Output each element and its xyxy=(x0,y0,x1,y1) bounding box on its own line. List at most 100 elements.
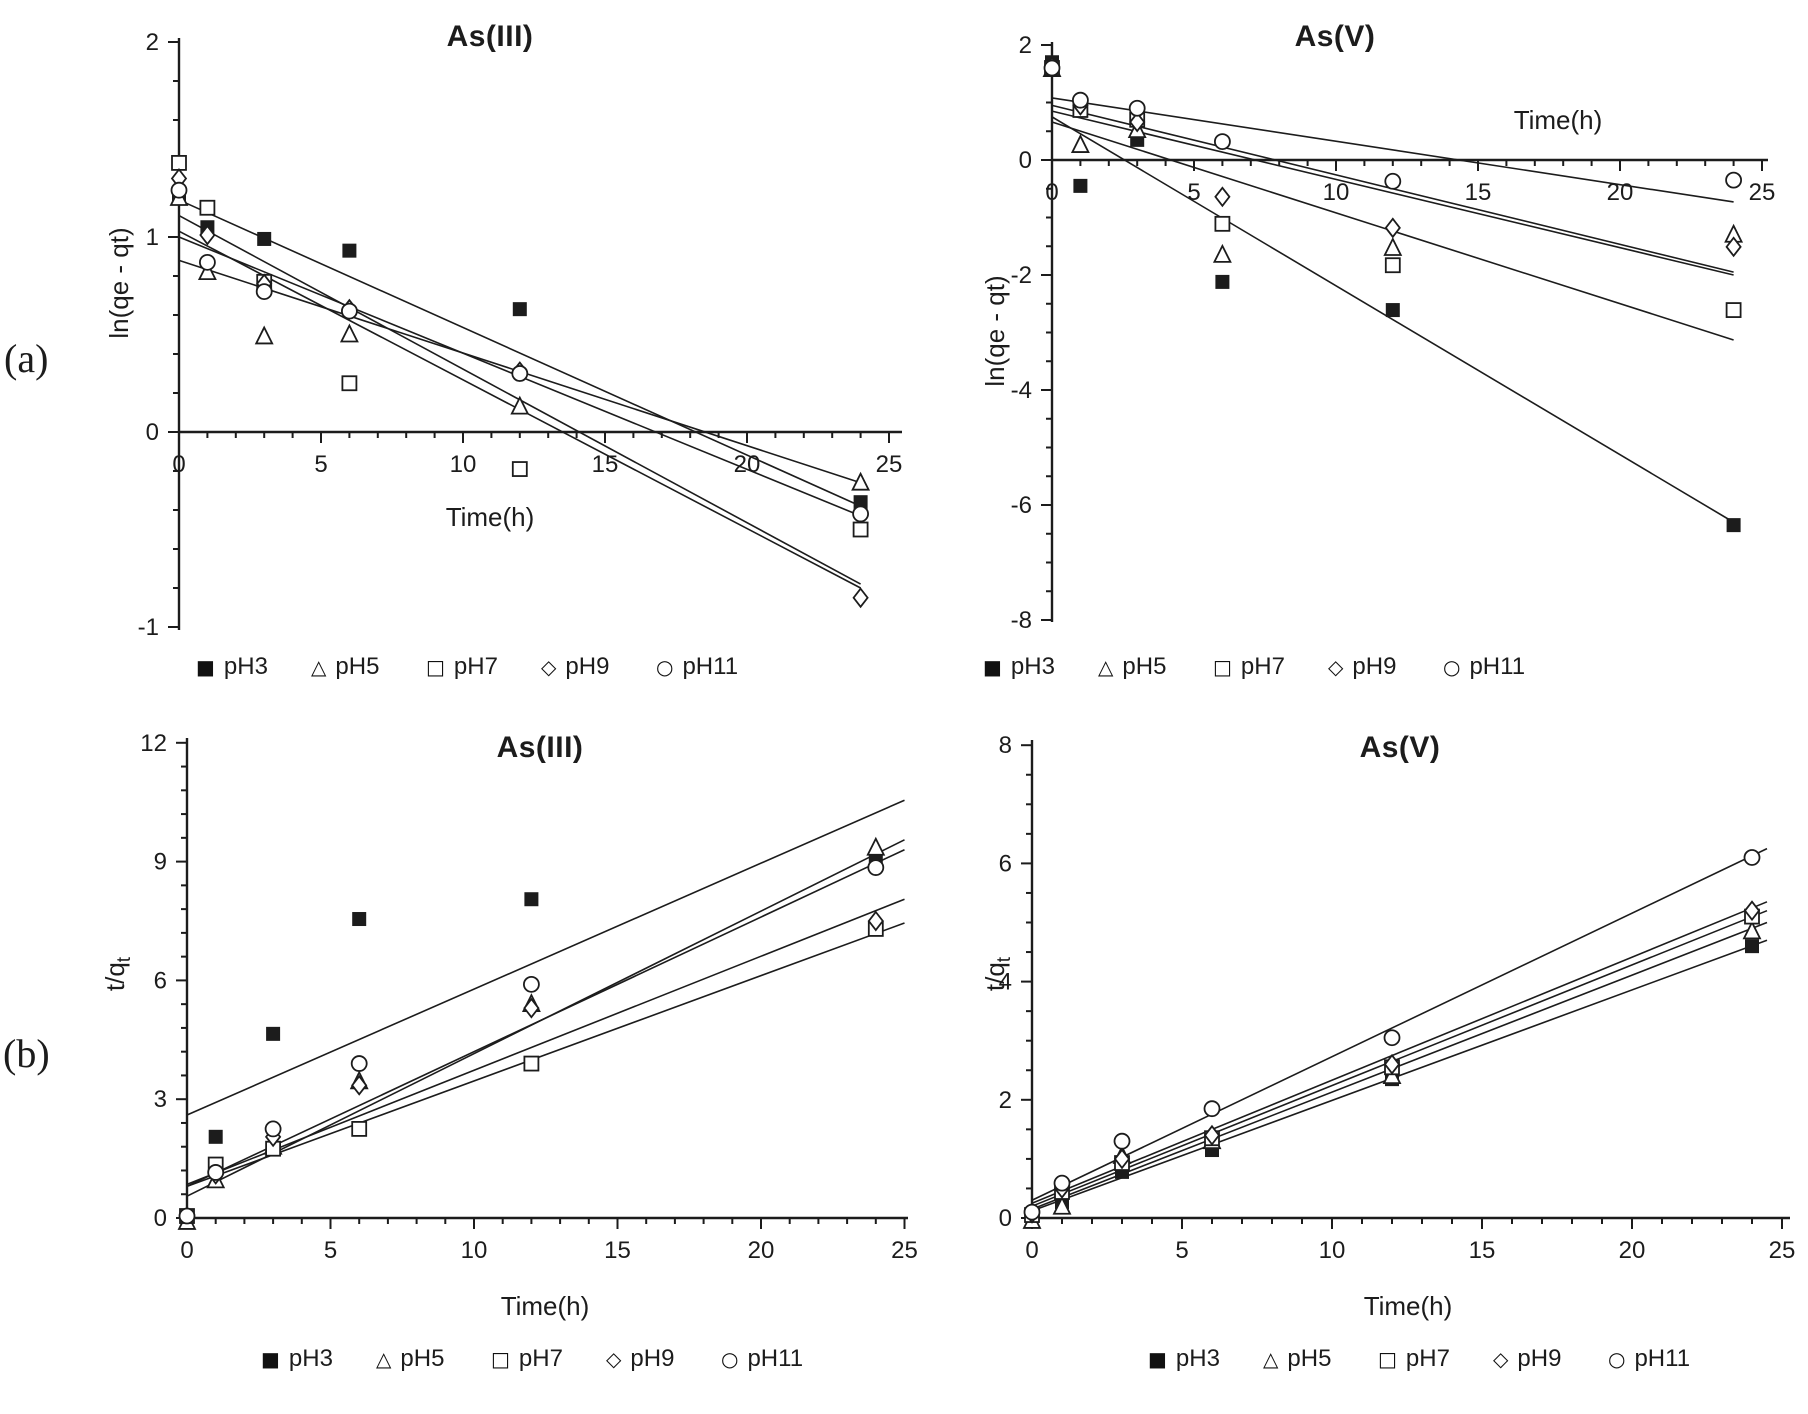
svg-text:20: 20 xyxy=(748,1237,775,1264)
legend-item-ph5: △ pH5 xyxy=(1098,653,1182,681)
svg-text:3: 3 xyxy=(154,1086,167,1113)
svg-text:10: 10 xyxy=(450,451,477,478)
svg-text:15: 15 xyxy=(604,1237,631,1264)
triangle-open-icon: △ xyxy=(376,1347,392,1371)
legend-label: pH3 xyxy=(1010,653,1055,680)
svg-text:25: 25 xyxy=(876,451,903,478)
diamond-open-icon: ◇ xyxy=(606,1347,622,1371)
legend-label: pH7 xyxy=(1405,1345,1450,1372)
circle-open-icon: ○ xyxy=(721,1347,739,1371)
svg-text:9: 9 xyxy=(154,849,167,876)
svg-text:12: 12 xyxy=(140,730,167,757)
legend-as5-first-order: ■ pH3 △ pH5 □ pH7 ◇ pH9 ○ pH11 xyxy=(983,650,1527,684)
legend-label: pH7 xyxy=(453,653,498,680)
legend-item-ph11: ○ pH11 xyxy=(1608,1345,1692,1373)
circle-open-icon: ○ xyxy=(1443,655,1461,679)
legend-label: pH11 xyxy=(682,653,739,680)
chart-title-as3-first-order: As(III) xyxy=(446,20,534,53)
legend-item-ph9: ◇ pH9 xyxy=(606,1345,690,1373)
legend-item-ph9: ◇ pH9 xyxy=(1493,1345,1577,1373)
svg-text:-2: -2 xyxy=(1011,262,1032,289)
panel-label-b: (b) xyxy=(3,1031,50,1076)
diamond-open-icon: ◇ xyxy=(1328,655,1344,679)
square-open-icon: □ xyxy=(426,655,445,679)
svg-text:6: 6 xyxy=(999,850,1012,877)
triangle-open-icon: △ xyxy=(311,655,327,679)
square-open-icon: □ xyxy=(1378,1347,1397,1371)
legend-item-ph5: △ pH5 xyxy=(376,1345,460,1373)
svg-text:15: 15 xyxy=(1465,179,1492,206)
legend-label: pH5 xyxy=(1122,653,1167,680)
circle-open-icon: ○ xyxy=(1608,1347,1626,1371)
triangle-open-icon: △ xyxy=(1263,1347,1279,1371)
legend-item-ph9: ◇ pH9 xyxy=(541,653,625,681)
legend-label: pH11 xyxy=(1469,653,1526,680)
chart-title-as5-first-order: As(V) xyxy=(1294,20,1376,53)
legend-as3-second-order: ■ pH3 △ pH5 □ pH7 ◇ pH9 ○ pH11 xyxy=(261,1342,805,1376)
y-axis-label-as5-second-order: t/qt xyxy=(980,956,1016,992)
svg-text:5: 5 xyxy=(314,451,327,478)
svg-text:5: 5 xyxy=(324,1237,337,1264)
y-axis-label-as5-first-order: ln(qe - qt) xyxy=(980,275,1010,387)
diamond-open-icon: ◇ xyxy=(541,655,557,679)
legend-item-ph7: □ pH7 xyxy=(1378,1345,1462,1373)
legend-item-ph11: ○ pH11 xyxy=(721,1345,805,1373)
panel-label-a: (a) xyxy=(4,336,49,381)
legend-item-ph11: ○ pH11 xyxy=(1443,653,1527,681)
legend-item-ph7: □ pH7 xyxy=(426,653,510,681)
legend-label: pH7 xyxy=(1240,653,1285,680)
svg-text:-6: -6 xyxy=(1011,492,1032,519)
svg-text:4: 4 xyxy=(999,969,1012,996)
legend-item-ph3: ■ pH3 xyxy=(983,653,1067,681)
svg-text:0: 0 xyxy=(146,419,159,446)
square-open-icon: □ xyxy=(491,1347,510,1371)
svg-text:10: 10 xyxy=(1323,179,1350,206)
x-axis-label-as3-first-order: Time(h) xyxy=(445,502,535,532)
legend-label: pH9 xyxy=(1517,1345,1562,1372)
svg-text:20: 20 xyxy=(1619,1237,1646,1264)
svg-text:25: 25 xyxy=(1749,179,1776,206)
x-axis-label-as3-second-order: Time(h) xyxy=(500,1291,590,1321)
square-filled-icon: ■ xyxy=(983,655,1002,679)
circle-open-icon: ○ xyxy=(656,655,674,679)
svg-text:25: 25 xyxy=(1769,1237,1796,1264)
square-filled-icon: ■ xyxy=(1148,1347,1167,1371)
diamond-open-icon: ◇ xyxy=(1493,1347,1509,1371)
x-axis-label-as5-second-order: Time(h) xyxy=(1363,1291,1453,1321)
legend-label: pH3 xyxy=(288,1345,333,1372)
y-axis-label-as3-first-order: ln(qe - qt) xyxy=(104,227,134,339)
triangle-open-icon: △ xyxy=(1098,655,1114,679)
x-axis-label-as5-first-order: Time(h) xyxy=(1513,105,1603,135)
svg-text:2: 2 xyxy=(999,1087,1012,1114)
svg-text:2: 2 xyxy=(1019,32,1032,59)
svg-text:5: 5 xyxy=(1175,1237,1188,1264)
legend-item-ph7: □ pH7 xyxy=(491,1345,575,1373)
legend-item-ph3: ■ pH3 xyxy=(196,653,280,681)
legend-item-ph7: □ pH7 xyxy=(1213,653,1297,681)
legend-item-ph5: △ pH5 xyxy=(311,653,395,681)
square-open-icon: □ xyxy=(1213,655,1232,679)
legend-label: pH3 xyxy=(223,653,268,680)
svg-text:2: 2 xyxy=(146,29,159,56)
legend-item-ph5: △ pH5 xyxy=(1263,1345,1347,1373)
chart-title-as5-second-order: As(V) xyxy=(1359,731,1441,764)
svg-text:-8: -8 xyxy=(1011,607,1032,634)
svg-text:-1: -1 xyxy=(138,614,159,641)
legend-item-ph9: ◇ pH9 xyxy=(1328,653,1412,681)
legend-as5-second-order: ■ pH3 △ pH5 □ pH7 ◇ pH9 ○ pH11 xyxy=(1148,1342,1692,1376)
legend-label: pH5 xyxy=(335,653,380,680)
legend-label: pH11 xyxy=(1634,1345,1691,1372)
svg-text:0: 0 xyxy=(1019,147,1032,174)
svg-text:0: 0 xyxy=(180,1237,193,1264)
legend-label: pH9 xyxy=(1352,653,1397,680)
svg-text:15: 15 xyxy=(592,451,619,478)
svg-text:0: 0 xyxy=(154,1205,167,1232)
svg-text:8: 8 xyxy=(999,732,1012,759)
svg-text:6: 6 xyxy=(154,967,167,994)
svg-text:10: 10 xyxy=(461,1237,488,1264)
legend-label: pH5 xyxy=(1287,1345,1332,1372)
chart-title-as3-second-order: As(III) xyxy=(496,731,584,764)
svg-text:10: 10 xyxy=(1319,1237,1346,1264)
